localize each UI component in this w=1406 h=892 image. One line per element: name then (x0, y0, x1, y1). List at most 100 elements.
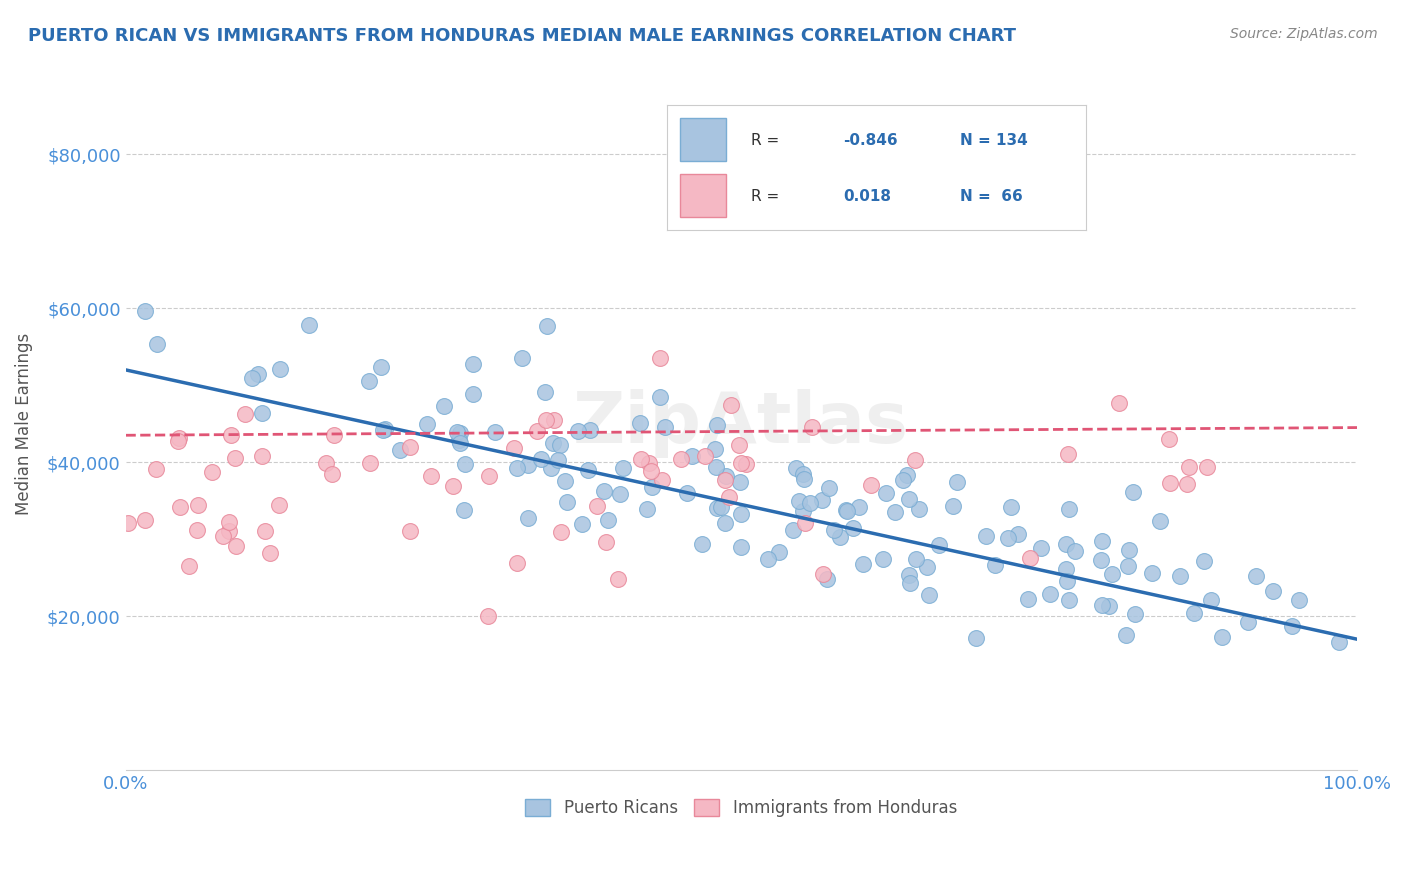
Point (1118, 559, 1140, 574)
Point (1091, 533, 1114, 548)
Point (710, 500, 733, 514)
Point (134, 513, 156, 527)
Point (579, 423, 602, 437)
Point (904, 453, 927, 467)
Point (756, 552, 779, 566)
Point (598, 513, 620, 527)
Point (718, 491, 741, 505)
Point (1140, 566, 1163, 580)
Point (1054, 562, 1077, 576)
Point (1149, 514, 1171, 528)
Point (374, 422, 396, 436)
Point (730, 456, 752, 470)
Point (371, 423, 394, 437)
Point (218, 516, 240, 530)
Point (267, 498, 290, 512)
Point (706, 417, 728, 432)
Point (730, 475, 752, 489)
Point (1237, 615, 1260, 629)
Point (454, 457, 477, 471)
Point (224, 451, 246, 466)
Point (145, 462, 167, 476)
Point (571, 517, 593, 532)
Point (1168, 569, 1191, 583)
Point (703, 442, 725, 457)
Point (187, 498, 209, 512)
Point (872, 552, 894, 566)
Point (1108, 396, 1130, 410)
Point (728, 438, 751, 452)
Point (359, 457, 381, 471)
Point (550, 525, 572, 540)
Point (714, 469, 737, 483)
Point (399, 524, 422, 538)
Point (904, 551, 927, 566)
Point (817, 572, 839, 586)
Point (530, 451, 553, 466)
Point (713, 474, 735, 488)
Point (609, 487, 631, 501)
Point (540, 461, 562, 475)
Point (848, 500, 870, 515)
Point (714, 516, 737, 530)
Point (1091, 598, 1114, 612)
Point (896, 467, 918, 482)
Point (1178, 459, 1201, 474)
Point (636, 501, 658, 516)
Point (543, 413, 565, 427)
Point (1057, 593, 1080, 607)
Point (793, 472, 815, 486)
Point (984, 558, 1007, 573)
Point (517, 458, 540, 473)
Point (595, 535, 617, 549)
Point (1211, 630, 1233, 644)
Point (1098, 599, 1121, 613)
Point (842, 520, 865, 534)
Point (1057, 447, 1080, 461)
Point (897, 568, 920, 582)
Point (946, 475, 969, 489)
Point (449, 433, 471, 447)
Point (219, 427, 242, 442)
Point (641, 480, 664, 494)
Point (247, 367, 270, 381)
Point (693, 450, 716, 464)
Point (235, 407, 257, 421)
Legend: Puerto Ricans, Immigrants from Honduras: Puerto Ricans, Immigrants from Honduras (519, 792, 965, 824)
Text: PUERTO RICAN VS IMMIGRANTS FROM HONDURAS MEDIAN MALE EARNINGS CORRELATION CHART: PUERTO RICAN VS IMMIGRANTS FROM HONDURAS… (28, 27, 1017, 45)
Point (1125, 607, 1147, 621)
Point (416, 417, 439, 432)
Point (225, 539, 247, 553)
Point (510, 351, 533, 366)
Point (1054, 536, 1077, 550)
Point (637, 456, 659, 470)
Point (446, 425, 468, 439)
Point (787, 493, 810, 508)
Point (1175, 477, 1198, 491)
Point (484, 425, 506, 440)
Point (1115, 628, 1137, 642)
Point (146, 337, 169, 351)
Point (593, 483, 616, 498)
Point (134, 304, 156, 318)
Point (536, 318, 558, 333)
Point (269, 362, 291, 376)
Point (606, 573, 628, 587)
Point (884, 505, 907, 519)
Point (1281, 619, 1303, 633)
Point (1064, 544, 1087, 558)
Point (1090, 553, 1112, 567)
Point (201, 466, 224, 480)
Point (630, 451, 652, 466)
Point (1159, 432, 1181, 446)
Point (811, 492, 834, 507)
Point (169, 500, 191, 514)
Point (463, 386, 485, 401)
Point (785, 461, 807, 475)
Point (818, 481, 841, 495)
Point (891, 474, 914, 488)
Point (651, 473, 673, 487)
Point (898, 575, 921, 590)
Point (449, 426, 471, 441)
Point (506, 461, 529, 475)
